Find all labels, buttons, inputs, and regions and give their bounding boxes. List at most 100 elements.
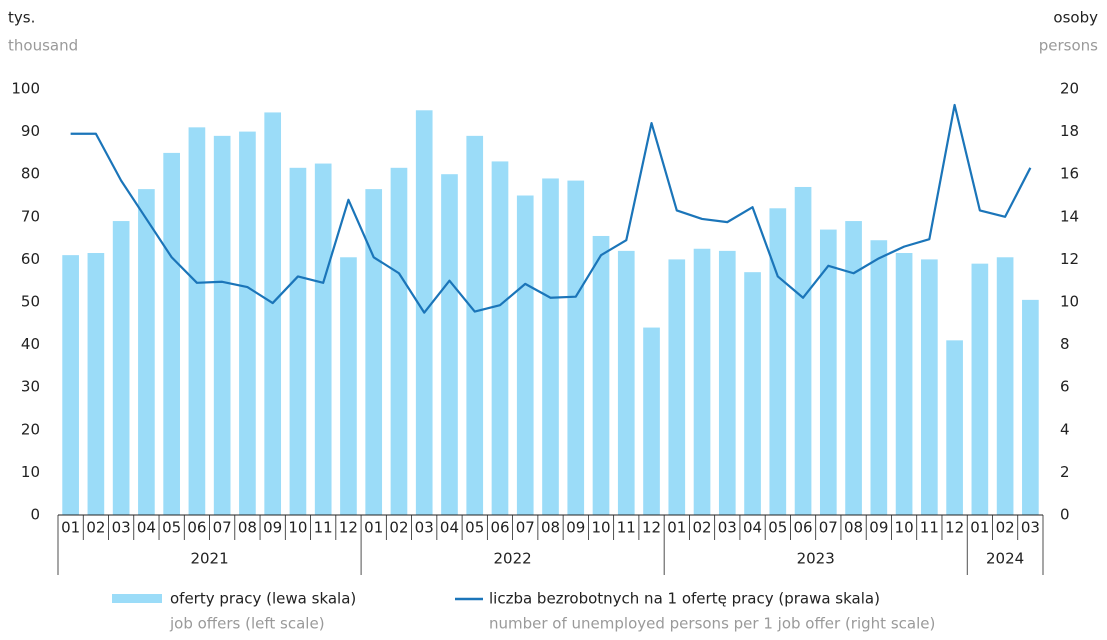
bar: [239, 131, 256, 515]
bar: [668, 259, 686, 515]
x-tick-label: 03: [112, 519, 131, 537]
x-tick-label: 02: [692, 519, 711, 537]
bar: [769, 208, 787, 515]
x-tick-label: 05: [768, 519, 787, 537]
bar: [163, 152, 180, 515]
bar: [921, 259, 938, 515]
x-tick-label: 10: [895, 519, 914, 537]
x-tick-label: 08: [541, 519, 560, 537]
bar: [845, 221, 862, 515]
x-tick-label: 07: [516, 519, 535, 537]
y-tick-label: 20: [21, 420, 40, 438]
x-tick-label: 03: [1021, 519, 1040, 537]
bar: [365, 189, 383, 516]
x-tick-label: 02: [86, 519, 105, 537]
x-tick-label: 01: [667, 519, 686, 537]
bar: [340, 257, 357, 515]
bar: [466, 135, 484, 516]
bar: [819, 229, 837, 515]
x-tick-label: 01: [970, 519, 989, 537]
x-tick-label: 08: [844, 519, 863, 537]
y2-tick-label: 14: [1060, 207, 1079, 225]
bar: [289, 167, 307, 515]
x-tick-label: 02: [996, 519, 1015, 537]
x-tick-label: 11: [920, 519, 939, 537]
x-tick-label: 07: [819, 519, 838, 537]
y-tick-label: 40: [21, 335, 40, 353]
bar: [946, 340, 963, 515]
x-tick-label: 12: [945, 519, 964, 537]
bar: [62, 255, 79, 515]
bar: [213, 135, 231, 516]
legend-label-en: number of unemployed persons per 1 job o…: [489, 615, 935, 633]
x-tick-label: 09: [566, 519, 585, 537]
x-tick-label: 06: [490, 519, 509, 537]
y-tick-label: 10: [21, 463, 40, 481]
x-tick-label: 04: [743, 519, 762, 537]
bar: [188, 127, 206, 515]
x-tick-label: 04: [440, 519, 459, 537]
y-tick-label: 100: [11, 80, 40, 98]
bar: [794, 186, 812, 516]
x-tick-label: 09: [869, 519, 888, 537]
y2-tick-label: 16: [1060, 165, 1079, 183]
y-tick-label: 30: [21, 378, 40, 396]
bar: [1022, 299, 1039, 515]
x-tick-label: 07: [213, 519, 232, 537]
bar: [996, 257, 1014, 515]
x-tick-label: 05: [465, 519, 484, 537]
bar: [87, 253, 105, 515]
bar: [516, 195, 534, 515]
x-tick-label: 05: [162, 519, 181, 537]
y-axis-label-en: thousand: [8, 37, 78, 55]
x-tick-label: 12: [642, 519, 661, 537]
x-tick-label: 10: [591, 519, 610, 537]
x-tick-label: 08: [238, 519, 257, 537]
y2-tick-label: 4: [1060, 420, 1070, 438]
bar: [314, 163, 332, 516]
x-tick-label: 04: [137, 519, 156, 537]
x-tick-label: 12: [339, 519, 358, 537]
x-tick-label: 09: [263, 519, 282, 537]
y-tick-label: 0: [30, 506, 40, 524]
bar: [112, 221, 130, 515]
legend-label: oferty pracy (lewa skala): [170, 590, 356, 608]
x-tick-label: 11: [314, 519, 333, 537]
y2-tick-label: 18: [1060, 122, 1079, 140]
y2-tick-label: 6: [1060, 378, 1070, 396]
bar: [567, 180, 585, 515]
y2-tick-label: 2: [1060, 463, 1070, 481]
y-axis-label: tys.: [8, 9, 35, 27]
bar: [264, 112, 282, 516]
year-label: 2023: [797, 550, 835, 568]
bar: [390, 167, 408, 515]
y2-tick-label: 12: [1060, 250, 1079, 268]
year-label: 2022: [494, 550, 532, 568]
line: [70, 103, 1032, 314]
y2-tick-label: 10: [1060, 293, 1079, 311]
bar: [138, 189, 155, 516]
x-tick-label: 11: [617, 519, 636, 537]
y-tick-label: 80: [21, 165, 40, 183]
x-tick-label: 10: [288, 519, 307, 537]
bar: [718, 250, 736, 515]
y2-axis-label: osoby: [1053, 9, 1098, 27]
y-tick-label: 70: [21, 207, 40, 225]
legend-swatch: [112, 594, 162, 603]
y-tick-label: 50: [21, 293, 40, 311]
legend-label: liczba bezrobotnych na 1 ofertę pracy (p…: [489, 590, 880, 608]
x-tick-label: 06: [187, 519, 206, 537]
y-tick-label: 60: [21, 250, 40, 268]
y-tick-label: 90: [21, 122, 40, 140]
bar: [971, 263, 989, 515]
legend-label-en: job offers (left scale): [169, 615, 325, 633]
y2-tick-label: 8: [1060, 335, 1070, 353]
y2-axis-label-en: persons: [1039, 37, 1098, 55]
y2-tick-label: 0: [1060, 506, 1070, 524]
bar: [643, 327, 660, 515]
x-tick-label: 06: [794, 519, 813, 537]
x-tick-label: 02: [389, 519, 408, 537]
bar: [592, 235, 610, 515]
bar: [491, 161, 509, 516]
